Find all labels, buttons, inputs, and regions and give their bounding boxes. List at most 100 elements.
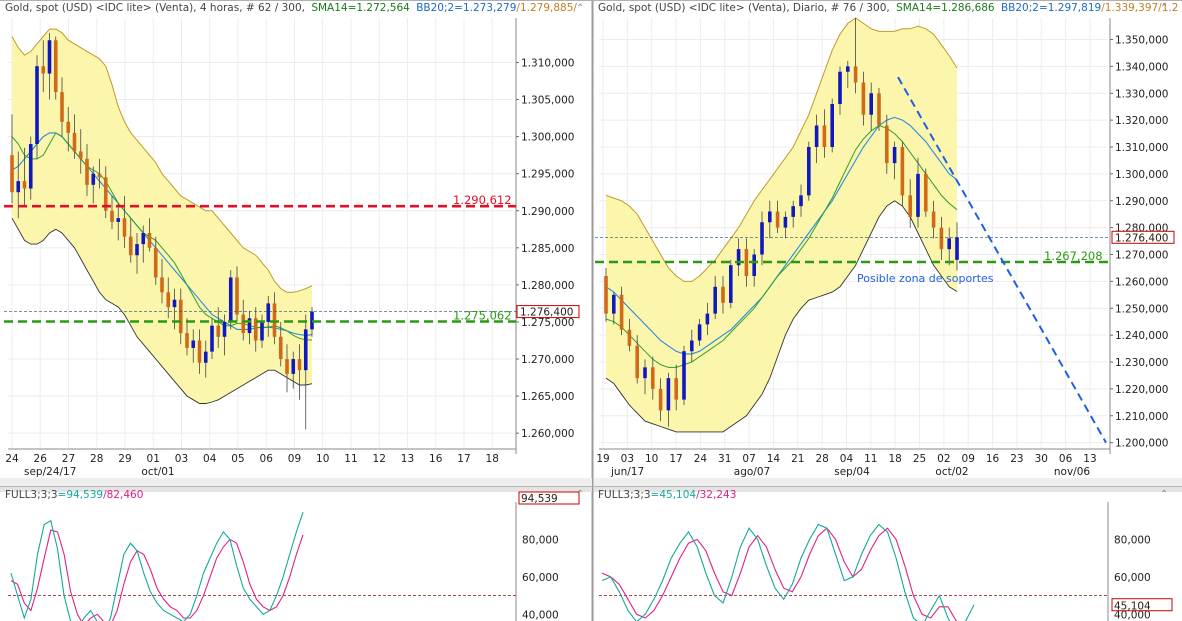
candle-body [153,247,158,278]
candle-body [791,206,795,217]
right-splitter[interactable] [594,487,1182,492]
y-tick-label: 1.300,000 [521,132,574,144]
x-tick-label: 02 [937,453,950,465]
candle-body [28,144,33,189]
x-tick-label: 11 [344,453,357,465]
y-tick-label: 1.200,000 [1115,438,1168,450]
x-tick-label: 24 [694,453,708,465]
candle-body [228,277,233,322]
right-price-badge: 1.276,400 [1111,230,1175,244]
right-osc-header: FULL3;3;3=45,104/32,243 [598,489,736,501]
x-sub-label: sep/04 [834,466,870,478]
x-tick-label: 23 [1010,453,1023,465]
candle-body [768,211,772,223]
candle-body [674,378,678,400]
x-tick-label: 06 [260,453,274,465]
left-osc-badge-text: 94,539 [521,493,558,505]
y-tick-label: 1.210,000 [1115,411,1168,423]
left-date-area-bg [0,478,592,488]
candle-body [53,40,58,93]
candle-body [690,340,694,352]
stoch-d-line [601,527,957,621]
candle-body [775,211,780,228]
x-sub-label: sep/24/17 [24,466,76,478]
y-tick-label: 1.320,000 [1115,115,1168,127]
x-tick-label: 04 [840,453,854,465]
right-price-badge-box [1111,230,1175,244]
x-tick-label: 25 [913,453,926,465]
osc-y-tick-label: 60,000 [1114,572,1151,584]
left-price-badge: 1.276,400 [516,305,580,319]
x-tick-label: 03 [175,453,188,465]
y-tick-label: 1.310,000 [521,57,574,69]
y-tick-label: 1.290,000 [521,206,574,218]
left-price-badge-box [516,305,580,319]
candle-body [877,93,881,126]
candle-body [260,321,264,341]
candle-body [916,173,920,217]
candle-body [128,236,133,256]
candle-body [91,173,96,185]
candle-body [278,336,283,360]
candle-body [166,292,171,308]
x-tick-label: 21 [791,453,804,465]
y-tick-label: 1.260,000 [521,428,574,440]
sma-line [605,124,958,368]
y-tick-label: 1.295,000 [521,169,574,181]
candle-body [197,340,202,363]
y-tick-label: 1.350,000 [1115,35,1168,47]
candle-body [612,294,616,314]
x-tick-label: 09 [962,453,975,465]
y-tick-label: 1.230,000 [1115,357,1168,369]
support-level-label-daily: 1.267,208 [1044,249,1103,263]
candle-body [78,151,83,159]
right-osc-collapse-icon[interactable]: ⌃ [1160,489,1168,500]
resistance-level-label: 1.290,612 [453,193,512,207]
chart-marks: 1.310,000 1.305,000 1.300,000 1.295,000 1.29… [4,17,1168,621]
x-tick-label: 07 [742,453,755,465]
y-tick-label: 1.250,000 [1115,303,1168,315]
right-price-badge-text: 1.276,400 [1115,232,1168,244]
bollinger-lower-line [605,200,958,433]
x-tick-label: 28 [815,453,828,465]
candle-body [285,359,289,374]
x-tick-label: 11 [864,453,877,465]
x-tick-label: 04 [203,453,217,465]
right-date-area-bg [594,478,1182,488]
left-splitter[interactable] [0,487,592,492]
x-tick-label: 19 [596,453,609,465]
x-tick-label: 18 [888,453,901,465]
x-tick-label: 09 [288,453,301,465]
x-tick-label: 31 [718,453,731,465]
stoch-k-line [601,523,975,621]
right-collapse-icon[interactable]: ⌃ [1160,3,1168,14]
bollinger-lower-line [11,217,313,404]
candle-body [247,318,252,334]
candle-body [203,351,208,363]
candle-body [222,321,227,337]
y-tick-label: 1.340,000 [1115,61,1168,73]
y-tick-label: 1.280,000 [521,280,574,292]
candle-body [303,329,308,371]
left-collapse-icon[interactable]: ⌃ [576,3,584,14]
candle-body [682,351,686,400]
x-tick-label: 18 [486,453,499,465]
candle-body [47,40,52,74]
x-tick-label: 24 [5,453,19,465]
candle-body [697,324,702,341]
x-tick-label: 13 [1083,453,1096,465]
candle-body [216,325,221,337]
left-osc-collapse-icon[interactable]: ⌃ [576,489,584,500]
x-tick-label: 17 [669,453,682,465]
y-tick-label: 1.220,000 [1115,384,1168,396]
candle-body [253,318,258,341]
x-tick-label: 03 [621,453,634,465]
candle-body [103,177,108,211]
bollinger-upper-line [605,17,958,282]
x-tick-label: 28 [90,453,103,465]
stoch-k-line [10,512,304,621]
x-tick-label: 29 [118,453,131,465]
x-tick-label: 17 [457,453,470,465]
candle-body [729,265,733,303]
y-tick-label: 1.240,000 [1115,330,1168,342]
